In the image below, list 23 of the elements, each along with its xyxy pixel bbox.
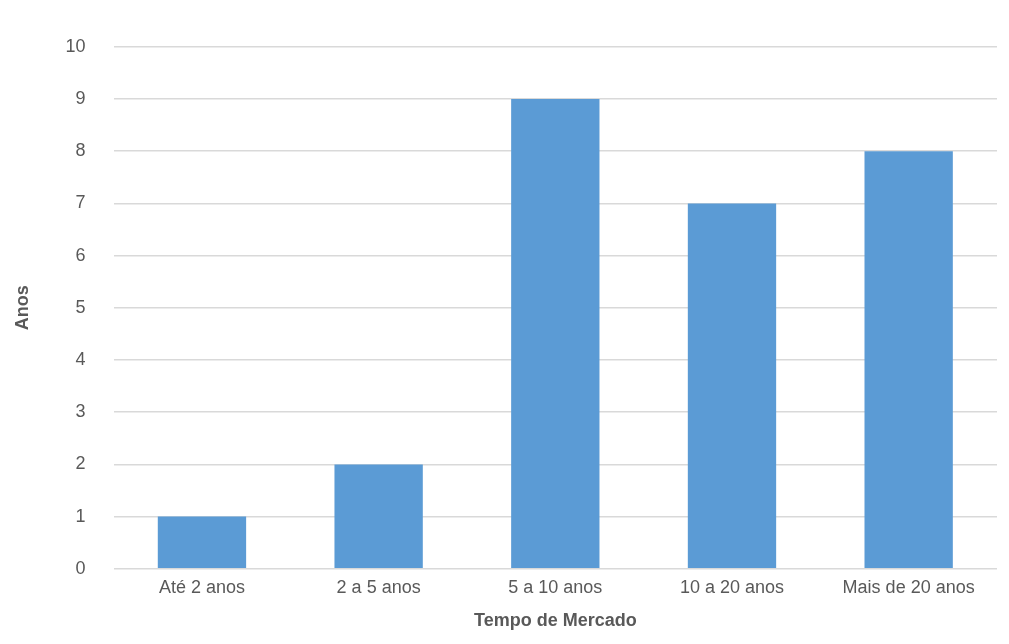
y-tick-label: 6 bbox=[75, 244, 86, 265]
x-tick-label: 5 a 10 anos bbox=[508, 576, 603, 597]
y-tick-label: 8 bbox=[75, 140, 86, 161]
bar bbox=[687, 203, 777, 569]
y-tick-label: 4 bbox=[75, 348, 86, 369]
x-tick-label: Até 2 anos bbox=[158, 576, 245, 597]
y-tick-label: 9 bbox=[75, 87, 86, 108]
bar bbox=[157, 516, 247, 569]
x-tick-label: 10 a 20 anos bbox=[679, 576, 785, 597]
bar bbox=[864, 151, 953, 569]
bar bbox=[511, 99, 600, 569]
y-tick-label: 3 bbox=[75, 401, 86, 422]
y-tick-label: 7 bbox=[75, 192, 86, 213]
y-tick-label: 10 bbox=[65, 35, 86, 56]
y-tick-label: 2 bbox=[75, 453, 86, 474]
x-axis-title: Tempo de Mercado bbox=[473, 610, 637, 631]
y-tick-label: 1 bbox=[75, 505, 86, 526]
y-tick-label: 0 bbox=[75, 557, 86, 578]
x-tick-label: 2 a 5 anos bbox=[336, 576, 421, 597]
bar bbox=[334, 464, 423, 569]
y-tick-label: 5 bbox=[75, 296, 86, 317]
y-axis-title: Anos bbox=[11, 285, 32, 331]
x-tick-label: Mais de 20 anos bbox=[842, 576, 975, 597]
